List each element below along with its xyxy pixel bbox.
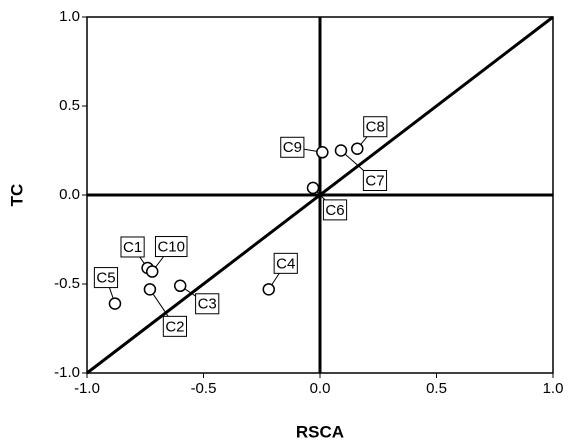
y-tick-label: 0.5 — [59, 97, 80, 114]
x-axis-title: RSCA — [296, 422, 344, 441]
point-label: C6 — [325, 202, 344, 219]
point-label: C7 — [365, 172, 384, 189]
y-tick-label: -1.0 — [54, 364, 80, 381]
point — [316, 146, 329, 159]
label-box — [273, 252, 298, 274]
y-tick-label: -0.5 — [54, 275, 80, 292]
point-label: C9 — [283, 139, 302, 156]
y-tick-label: 0.0 — [59, 186, 80, 203]
y-tick-label: 1.0 — [59, 8, 80, 25]
point-label: C1 — [123, 239, 142, 256]
label-box — [162, 315, 188, 337]
label-box — [362, 170, 388, 191]
point — [262, 283, 275, 296]
label-box — [154, 236, 188, 258]
point-label: C4 — [276, 255, 295, 272]
label-box — [93, 267, 119, 289]
label-box — [280, 136, 305, 158]
x-tick-label: -0.5 — [191, 380, 217, 397]
point — [173, 279, 187, 293]
point — [143, 283, 157, 296]
point — [108, 297, 122, 310]
point-label: C10 — [157, 239, 185, 256]
point — [334, 144, 348, 157]
point-label: C3 — [198, 296, 217, 313]
x-tick-label: 0.5 — [426, 380, 447, 397]
x-tick-label: -1.0 — [74, 380, 100, 397]
x-tick-label: 0.0 — [310, 380, 331, 397]
label-box — [363, 116, 388, 138]
point — [306, 181, 320, 195]
point-label: C8 — [366, 119, 385, 136]
label-box — [195, 293, 220, 315]
x-tick-label: 1.0 — [543, 380, 564, 397]
label-box — [322, 199, 348, 221]
point-label: C2 — [165, 318, 184, 335]
point — [145, 265, 159, 278]
label-box — [120, 236, 145, 258]
point — [351, 142, 364, 155]
point-label: C5 — [96, 270, 115, 287]
y-axis-title: TC — [7, 184, 26, 207]
